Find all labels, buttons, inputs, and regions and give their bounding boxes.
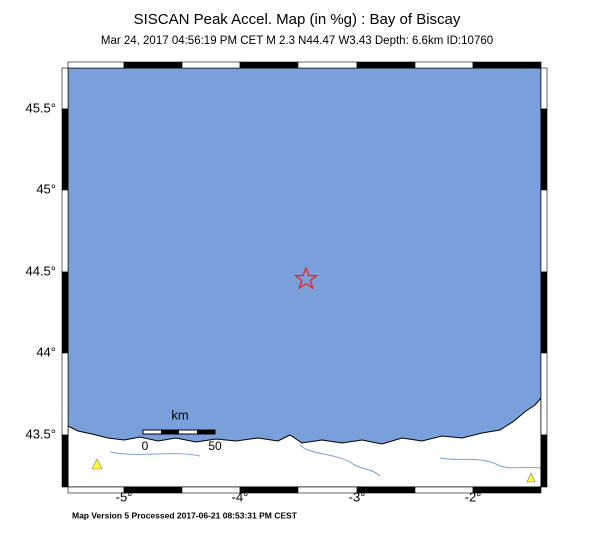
border-stripe bbox=[239, 486, 299, 494]
border-stripe bbox=[540, 108, 548, 191]
lon-label: -5° bbox=[116, 489, 133, 504]
border-stripe bbox=[540, 352, 548, 436]
border-stripe bbox=[61, 434, 69, 488]
lat-label: 44° bbox=[36, 344, 56, 359]
border-stripe bbox=[61, 108, 69, 191]
border-stripe bbox=[472, 61, 542, 69]
border-stripe bbox=[61, 189, 69, 273]
border-stripe bbox=[61, 67, 69, 110]
graticule-labels: 45.5° 45° 44.5° 44° 43.5° -5° -4° -3° -2° bbox=[25, 100, 481, 504]
footer: Map Version 5 Processed 2017-06-21 08:53… bbox=[72, 510, 298, 520]
border-stripe bbox=[297, 61, 358, 69]
lon-label: -2° bbox=[465, 489, 482, 504]
scale-label: 0 bbox=[142, 439, 149, 453]
border-stripe bbox=[61, 352, 69, 436]
epicenter bbox=[293, 265, 319, 290]
land bbox=[67, 396, 542, 488]
scale-bar bbox=[161, 430, 179, 434]
scale-label: 50 bbox=[208, 439, 222, 453]
border-stripe bbox=[239, 61, 299, 69]
lat-label: 44.5° bbox=[25, 263, 56, 278]
station bbox=[91, 458, 103, 470]
lat-label: 45.5° bbox=[25, 100, 56, 115]
map-area: km 0 50 bbox=[67, 67, 542, 488]
border-stripe bbox=[356, 61, 416, 69]
lat-label: 45° bbox=[36, 181, 56, 196]
border-stripe bbox=[67, 61, 125, 69]
border-stripe bbox=[61, 271, 69, 354]
river bbox=[109, 444, 542, 477]
map-title: SISCAN Peak Accel. Map (in %g) : Bay of … bbox=[134, 11, 461, 28]
station bbox=[526, 472, 536, 483]
border-stripe bbox=[540, 189, 548, 273]
border-stripe bbox=[123, 486, 183, 494]
lon-label: -4° bbox=[232, 489, 249, 504]
border-stripe bbox=[540, 434, 548, 488]
border-stripe bbox=[356, 486, 416, 494]
map-border bbox=[61, 61, 548, 494]
scale-bar bbox=[197, 430, 215, 434]
lon-label: -3° bbox=[349, 489, 366, 504]
border-stripe bbox=[123, 61, 183, 69]
border-stripe bbox=[414, 61, 474, 69]
ocean bbox=[68, 68, 541, 487]
border-stripe bbox=[472, 486, 542, 494]
border-stripe bbox=[181, 61, 241, 69]
lat-label: 43.5° bbox=[25, 426, 56, 441]
border-stripe bbox=[540, 67, 548, 110]
border-stripe bbox=[540, 271, 548, 354]
scale-unit: km bbox=[171, 407, 188, 422]
map-subtitle: Mar 24, 2017 04:56:19 PM CET M 2.3 N44.4… bbox=[101, 35, 493, 47]
